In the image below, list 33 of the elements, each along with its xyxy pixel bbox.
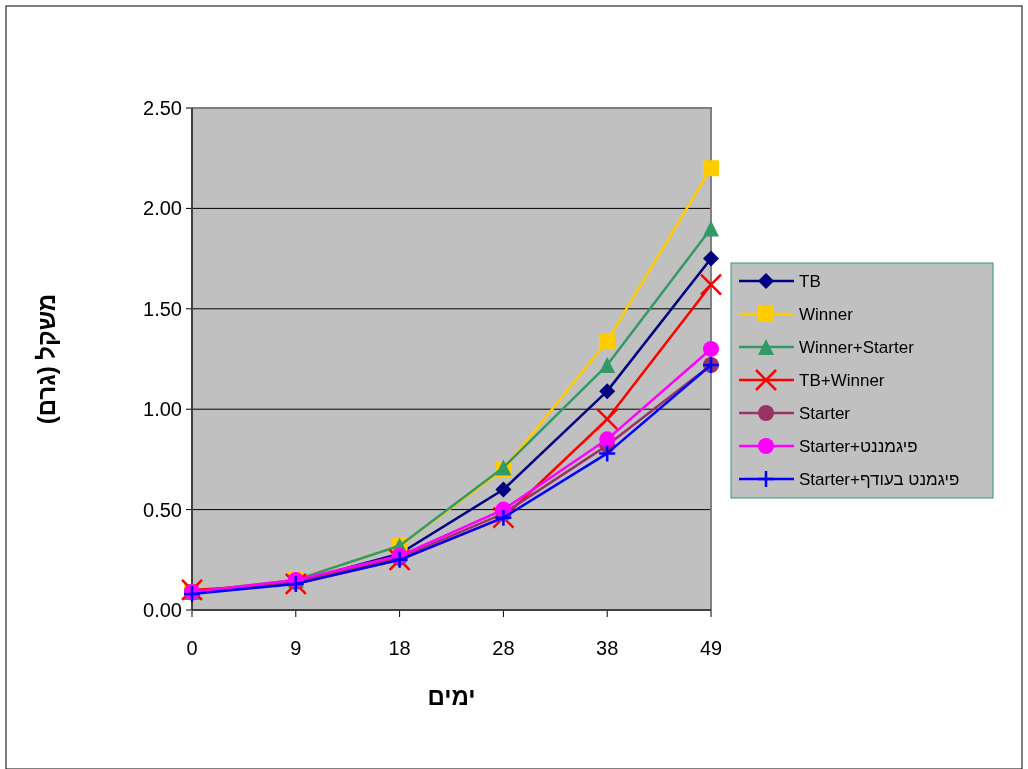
- point: [599, 383, 616, 400]
- x-tick-label: 28: [492, 637, 515, 659]
- point: [599, 431, 616, 448]
- legend-label: Starter: [799, 404, 851, 423]
- y-axis-title: משקל (גרם): [33, 293, 60, 425]
- legend-label: TB: [799, 272, 821, 291]
- point: [703, 340, 719, 357]
- point: [495, 481, 512, 498]
- point: [597, 444, 617, 463]
- x-tick-label: 18: [388, 637, 411, 659]
- x-tick-label: 9: [290, 637, 302, 659]
- y-tick-label: 1.00: [143, 398, 182, 421]
- point: [703, 220, 719, 237]
- x-axis-title: ימים: [427, 683, 476, 710]
- y-tick-label: 1.50: [143, 297, 182, 320]
- y-tick-label: 0.50: [143, 498, 182, 521]
- point: [703, 250, 719, 267]
- legend-label: Starter+פיגמנט בעודף: [799, 470, 960, 489]
- x-tick-label: 0: [186, 637, 198, 659]
- point: [699, 273, 723, 296]
- x-tick-label: 49: [699, 637, 723, 659]
- legend-label: Winner+Starter: [799, 338, 915, 357]
- y-tick-label: 2.50: [143, 97, 182, 119]
- y-tick-label: 0.00: [143, 599, 182, 621]
- legend-label: Starter+פיגמננט: [799, 437, 918, 456]
- point: [703, 160, 719, 177]
- y-tick-label: 2.00: [143, 197, 182, 220]
- point: [599, 332, 616, 349]
- point: [595, 407, 619, 431]
- legend-label: TB+Winner: [799, 371, 885, 390]
- legend-label: Winner: [799, 305, 854, 324]
- point: [599, 357, 616, 374]
- x-tick-label: 38: [596, 637, 619, 659]
